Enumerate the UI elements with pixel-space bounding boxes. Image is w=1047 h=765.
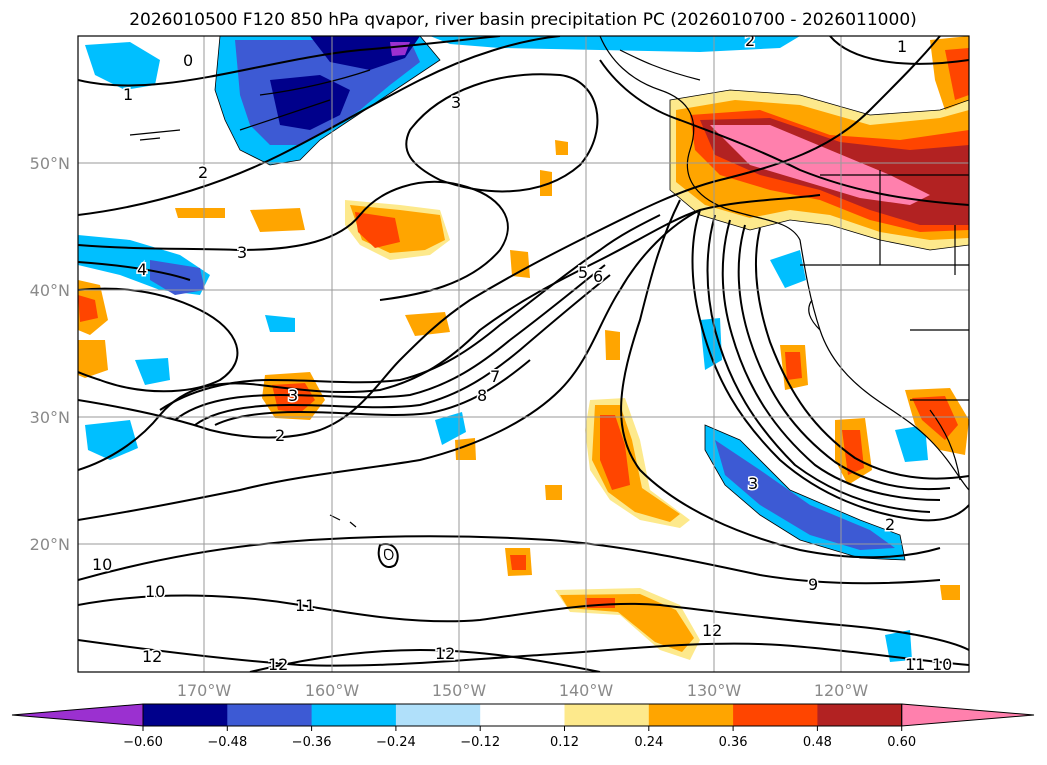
contour-label: 1	[123, 85, 133, 104]
contour-label: 2	[885, 515, 895, 534]
colorbar-tick-label: −0.12	[460, 735, 500, 750]
colorbar-tick-label: −0.60	[123, 735, 163, 750]
contour-label: 7	[490, 367, 500, 386]
colorbar-segment	[227, 704, 313, 726]
map-panel: 0 1 2 3 3 4 5 6 3 2 7 8 3 2 9 10 10 11 1…	[77, 31, 970, 674]
contour-label: 1	[897, 37, 907, 56]
colorbar-tick-label: 0.48	[803, 735, 832, 750]
contour-label: 12	[702, 621, 722, 640]
contour-label: 2	[198, 163, 208, 182]
fill-outlines	[214, 36, 969, 561]
contour-label: 3	[237, 243, 247, 262]
contour-label: 0	[183, 51, 193, 70]
contour-label: 2	[275, 426, 285, 445]
contour-label: 11	[295, 596, 315, 615]
contour-labels: 0 1 2 3 3 4 5 6 3 2 7 8 3 2 9 10 10 11 1…	[91, 31, 954, 674]
lon-label: 170°W	[177, 681, 232, 700]
contour-label: 12	[268, 655, 288, 674]
colorbar-segment	[648, 704, 734, 726]
colorbar-segment	[311, 704, 397, 726]
colorbar-tick-label: −0.48	[207, 735, 247, 750]
qvapor-contours	[78, 36, 969, 672]
lon-label: 140°W	[559, 681, 614, 700]
graticule	[78, 36, 969, 672]
contour-label: 8	[477, 386, 487, 405]
colorbar-segment	[143, 704, 228, 726]
lon-label: 160°W	[305, 681, 360, 700]
contour-label: 2	[745, 31, 755, 50]
colorbar-tick-label: 0.12	[550, 735, 579, 750]
colorbar-tick-label: 0.24	[634, 735, 663, 750]
colorbar-tick-label: −0.24	[376, 735, 416, 750]
contour-label: 9	[808, 575, 818, 594]
colorbar-tick-label: 0.36	[719, 735, 748, 750]
contour-label: 10	[92, 555, 112, 574]
colorbar-extend-max	[901, 703, 1035, 727]
map-title: 2026010500 F120 850 hPa qvapor, river ba…	[129, 10, 917, 30]
negative-precip-fill	[78, 36, 928, 662]
contour-label: 12	[142, 647, 162, 666]
contour-label: 6	[593, 267, 603, 286]
longitude-labels: 170°W 160°W 150°W 140°W 130°W 120°W	[177, 681, 869, 700]
contour-label: 3	[288, 386, 298, 405]
lon-label: 120°W	[814, 681, 869, 700]
lat-label: 30°N	[30, 408, 70, 427]
lon-label: 150°W	[432, 681, 487, 700]
lat-label: 20°N	[30, 535, 70, 554]
colorbar-tick-label: −0.36	[292, 735, 332, 750]
latitude-labels: 50°N 40°N 30°N 20°N	[30, 154, 70, 554]
colorbar-tick-label: 0.60	[887, 735, 916, 750]
contour-label: 10	[932, 655, 952, 674]
contour-label: 5	[578, 263, 588, 282]
colorbar-segment	[733, 704, 818, 726]
lat-label: 50°N	[30, 154, 70, 173]
contour-label: 12	[435, 644, 455, 663]
colorbar-segment	[395, 704, 481, 726]
contour-label: 11	[905, 655, 925, 674]
contour-label: 3	[748, 474, 758, 493]
coastlines	[129, 36, 969, 561]
colorbar-extend-min	[11, 703, 144, 727]
colorbar: −0.60 −0.48 −0.36 −0.24 −0.12 0.12 0.24 0.36 0.4…	[11, 703, 1035, 750]
colorbar-outline	[142, 703, 903, 727]
colorbar-segment	[564, 704, 650, 726]
colorbar-segment	[817, 704, 903, 726]
colorbar-segment	[480, 704, 565, 726]
contour-label: 4	[137, 260, 147, 279]
lon-label: 130°W	[687, 681, 742, 700]
contour-label: 3	[451, 93, 461, 112]
contour-label: 10	[145, 582, 165, 601]
lat-label: 40°N	[30, 281, 70, 300]
